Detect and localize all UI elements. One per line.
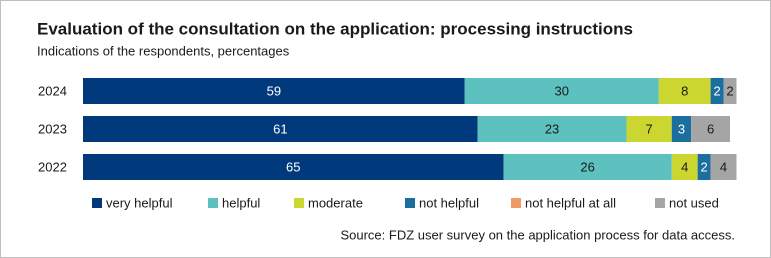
chart-subtitle: Indications of the respondents, percenta… <box>37 43 290 58</box>
bar-segment <box>464 78 659 104</box>
bar-segment <box>658 78 711 104</box>
data-label: 8 <box>681 83 688 98</box>
data-label: 4 <box>681 159 688 174</box>
chart-title: Evaluation of the consultation on the ap… <box>37 19 633 38</box>
data-label: 6 <box>707 121 714 136</box>
data-label: 59 <box>267 83 281 98</box>
bar-segment <box>83 78 465 104</box>
legend-swatch <box>294 198 304 208</box>
data-label: 3 <box>678 121 685 136</box>
y-tick-label: 2022 <box>38 159 67 174</box>
data-label: 4 <box>720 159 727 174</box>
bar-segment <box>671 154 698 180</box>
legend-label: very helpful <box>106 195 173 210</box>
y-tick-label: 2023 <box>38 121 67 136</box>
legend-label: not helpful at all <box>525 195 616 210</box>
data-label: 23 <box>545 121 559 136</box>
legend-label: not helpful <box>419 195 479 210</box>
data-label: 2 <box>701 159 708 174</box>
legend-label: helpful <box>222 195 260 210</box>
legend-label: moderate <box>308 195 363 210</box>
legend-label: not used <box>669 195 719 210</box>
source-note: Source: FDZ user survey on the applicati… <box>340 227 735 242</box>
y-tick-label: 2024 <box>38 83 67 98</box>
data-label: 7 <box>646 121 653 136</box>
data-label: 2 <box>713 83 720 98</box>
bar-segment <box>691 116 730 142</box>
data-label: 26 <box>580 159 594 174</box>
bar-segment <box>626 116 672 142</box>
bar-segment <box>697 154 711 180</box>
bar-segment <box>671 116 692 142</box>
data-label: 61 <box>273 121 287 136</box>
legend-swatch <box>511 198 521 208</box>
bar-segment <box>477 116 627 142</box>
bar-segment <box>710 154 737 180</box>
bar-segment <box>503 154 672 180</box>
bar-segment <box>710 78 724 104</box>
legend-swatch <box>405 198 415 208</box>
bar-segment <box>83 116 478 142</box>
bar-segment <box>723 78 737 104</box>
legend-swatch <box>92 198 102 208</box>
data-label: 65 <box>286 159 300 174</box>
legend-swatch <box>655 198 665 208</box>
legend-swatch <box>208 198 218 208</box>
data-label: 2 <box>726 83 733 98</box>
bar-segment <box>83 154 504 180</box>
data-label: 30 <box>555 83 569 98</box>
